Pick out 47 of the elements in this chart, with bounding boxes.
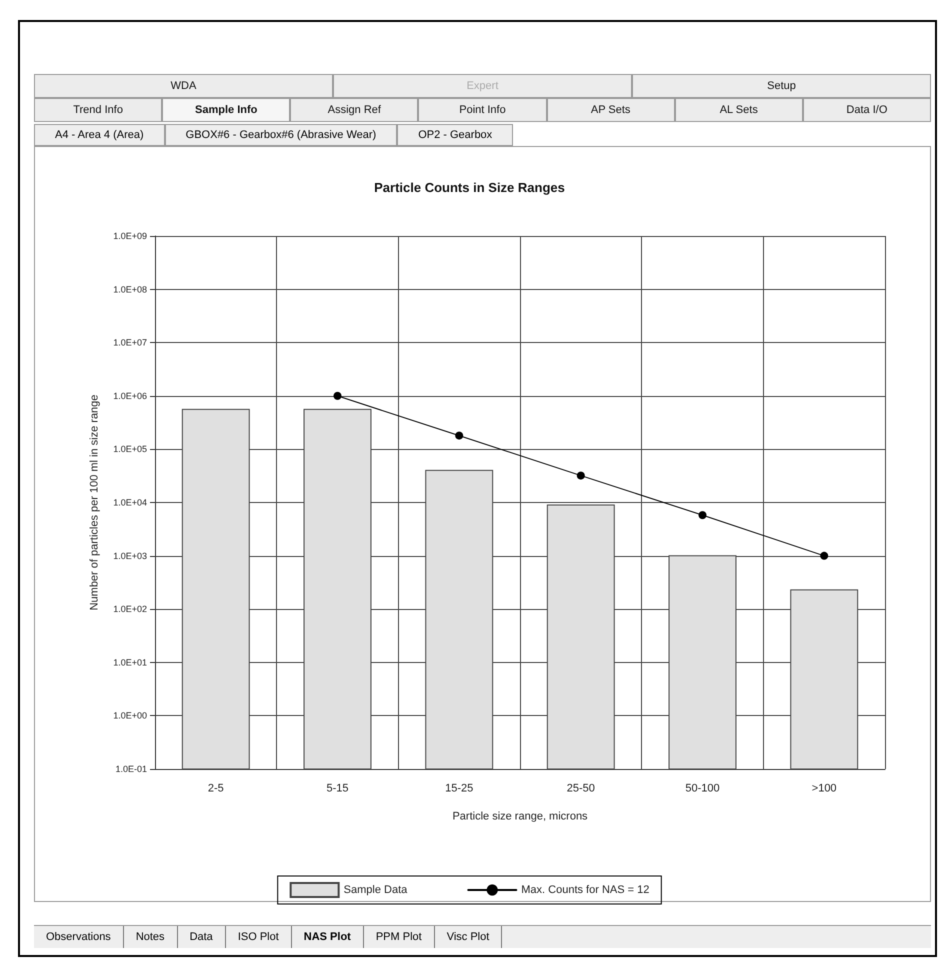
x-tick-label: 2-5 [208,782,224,794]
text: A4 - Area 4 (Area) [34,124,165,146]
y-tick-label: 1.0E+02 [113,604,147,614]
text: ISO Plot [226,926,292,948]
text: WDA [34,74,333,98]
y-tick-label: 1.0E+05 [113,444,147,454]
x-tick-label: 5-15 [326,782,349,794]
text: AL Sets [674,98,803,122]
y-tick-label: 1.0E+07 [113,338,147,348]
text: Point Info [418,98,547,122]
point [334,392,342,400]
legend-label: Max. Counts for NAS = 12 [521,884,650,896]
x-tick-label: 15-25 [445,782,474,794]
chart-title: Particle Counts in Size Ranges [374,180,565,195]
y-tick-label: 1.0E+06 [113,390,147,401]
y-tick-label: 1.0E+01 [113,657,147,668]
text: Data [178,926,226,948]
text: Notes [124,926,178,948]
x-axis-title: Particle size range, microns [452,810,588,822]
y-tick-label: 1.0E+08 [113,284,147,294]
legend-label: Sample Data [344,884,408,896]
text: Data I/O [802,98,931,122]
y-tick-label: 1.0E-01 [115,764,147,774]
point [698,511,706,520]
text: Expert [333,74,632,98]
point [455,432,464,440]
text: PPM Plot [364,926,435,948]
y-tick-label: 1.0E+04 [113,498,147,508]
text: Setup [632,74,931,98]
text: NAS Plot [292,926,364,948]
point [576,472,585,480]
text: Observations [34,926,124,948]
y-tick-label: 1.0E+00 [113,710,147,721]
text: Visc Plot [434,926,502,948]
text: Sample Info [162,98,290,122]
x-tick-label: >100 [812,782,837,794]
y-tick-label: 1.0E+09 [113,231,147,241]
point [820,552,828,560]
text: AP Sets [546,98,675,122]
x-tick-label: 50-100 [685,782,720,794]
text: Assign Ref [290,98,418,122]
x-tick-label: 25-50 [566,782,595,794]
text: Trend Info [34,98,162,122]
text: GBOX#6 - Gearbox#6 (Abrasive Wear) [164,124,398,146]
y-axis-title: Number of particles per 100 ml in size range [88,394,100,610]
y-tick-label: 1.0E+03 [113,550,147,561]
text: OP2 - Gearbox [397,124,514,146]
